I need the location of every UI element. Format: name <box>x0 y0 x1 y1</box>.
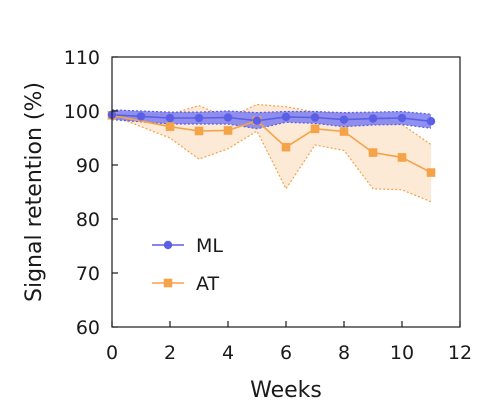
y-tick-label: 60 <box>76 317 100 339</box>
point-at <box>165 122 175 131</box>
x-axis-title: Weeks <box>250 378 322 403</box>
point-ml <box>368 114 378 123</box>
y-tick-label: 70 <box>76 263 100 285</box>
band-upper-at <box>111 103 432 145</box>
point-at <box>281 142 291 152</box>
x-tick-label: 2 <box>164 342 176 364</box>
point-ml <box>397 113 407 123</box>
legend-label-at: AT <box>196 273 220 295</box>
tick-labels: 60 70 80 90 100 110 0 2 4 6 8 10 12 <box>64 47 472 364</box>
x-tick-label: 6 <box>280 342 292 364</box>
legend-marker-ml <box>163 240 173 250</box>
legend-marker-at <box>163 278 173 288</box>
y-tick-label: 80 <box>76 209 100 231</box>
y-axis-title: Signal retention (%) <box>22 82 47 302</box>
axes <box>111 56 461 328</box>
point-ml <box>194 113 204 123</box>
x-tick-label: 10 <box>390 342 414 364</box>
band-at <box>112 104 431 202</box>
series-markers <box>107 110 436 177</box>
band-upper-ml <box>111 109 432 115</box>
y-tick-label: 110 <box>64 47 100 69</box>
point-at <box>223 126 233 135</box>
legend-label-ml: ML <box>196 235 223 257</box>
y-tick-label: 90 <box>76 155 100 177</box>
x-tick-label: 12 <box>448 342 472 364</box>
point-at <box>368 148 378 157</box>
point-at <box>397 153 407 162</box>
x-tick-label: 4 <box>222 342 234 364</box>
point-ml <box>223 113 233 122</box>
point-at <box>194 126 204 136</box>
legend: ML AT <box>152 235 223 295</box>
point-ml <box>426 117 436 126</box>
point-ml <box>252 116 262 125</box>
x-tick-label: 8 <box>338 342 350 364</box>
point-ml <box>281 112 291 122</box>
point-at <box>339 127 349 136</box>
point-ml <box>339 115 349 124</box>
x-tick-label: 0 <box>106 342 118 364</box>
point-at <box>426 168 436 177</box>
point-ml <box>165 113 175 123</box>
line-ml <box>111 114 432 123</box>
point-ml <box>136 112 146 121</box>
point-at <box>310 124 320 134</box>
band-lower-ml <box>111 119 432 130</box>
point-ml <box>310 113 320 122</box>
y-tick-label: 100 <box>64 101 100 123</box>
